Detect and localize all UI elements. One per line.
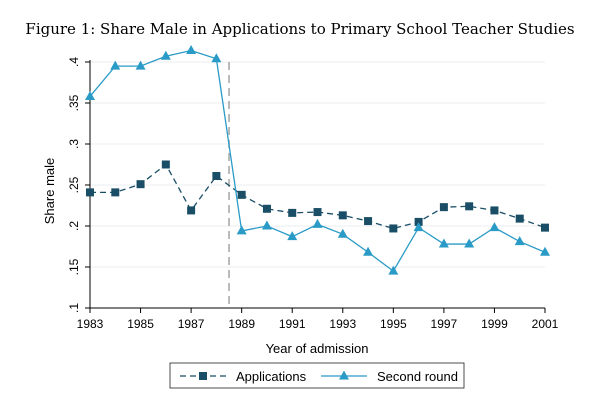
data-point [363, 246, 374, 256]
axes: .1 .15 .2 .25 .3 .35 .4 1983 1985 1987 1989 1991 199… [67, 57, 559, 331]
data-point [312, 218, 323, 228]
y-tick-label: .25 [67, 176, 81, 193]
data-point [186, 45, 197, 55]
data-point [313, 208, 322, 217]
data-point [288, 208, 297, 217]
x-tick-label: 2001 [532, 317, 559, 331]
data-point [161, 160, 170, 169]
data-point [439, 203, 448, 212]
data-point [515, 214, 524, 223]
data-point [413, 222, 424, 232]
data-point [85, 90, 95, 100]
data-point [337, 228, 348, 238]
y-tick-label: .2 [67, 221, 81, 231]
data-point [514, 236, 525, 246]
legend-label: Applications [236, 369, 307, 384]
data-point [187, 206, 196, 215]
series-group [85, 45, 550, 275]
legend-label: Second round [377, 369, 458, 384]
x-tick-label: 1995 [380, 317, 407, 331]
data-point [464, 238, 475, 248]
chart-title: Figure 1: Share Male in Applications to … [25, 20, 574, 38]
y-tick-label: .1 [67, 303, 81, 313]
data-point [211, 53, 222, 63]
data-point [135, 60, 146, 70]
x-axis-title: Year of admission [266, 341, 369, 356]
data-point [465, 202, 474, 211]
data-point [540, 246, 550, 256]
data-point [261, 220, 272, 230]
data-point [262, 204, 271, 213]
x-tick-label: 1983 [77, 317, 104, 331]
data-point [389, 224, 398, 233]
data-point [489, 222, 500, 232]
data-point [111, 188, 120, 197]
data-point [438, 238, 449, 248]
data-point [110, 60, 121, 70]
data-point [541, 223, 549, 232]
legend: Applications Second round [169, 362, 465, 389]
data-point [388, 265, 399, 275]
data-point [136, 180, 145, 189]
legend-box [169, 362, 465, 389]
data-point [287, 231, 298, 241]
data-point [237, 190, 246, 199]
legend-marker [199, 372, 207, 380]
x-tick-label: 1985 [127, 317, 154, 331]
y-tick-label: .4 [67, 57, 81, 67]
data-point [414, 217, 423, 226]
legend-marker [339, 370, 349, 380]
x-tick-label: 1999 [481, 317, 508, 331]
data-point [338, 211, 347, 220]
x-tick-label: 1993 [329, 317, 356, 331]
y-axis-title: Share male [42, 158, 57, 224]
x-tick-label: 1991 [279, 317, 306, 331]
y-tick-label: .3 [67, 139, 81, 149]
data-point [212, 171, 221, 180]
data-point [160, 50, 171, 60]
x-tick-label: 1987 [178, 317, 205, 331]
data-point [364, 217, 373, 226]
data-point [236, 225, 247, 235]
data-point [86, 188, 94, 197]
y-tick-label: .35 [67, 94, 81, 111]
y-tick-label: .15 [67, 258, 81, 275]
x-tick-label: 1997 [431, 317, 458, 331]
x-tick-label: 1989 [228, 317, 255, 331]
data-point [490, 206, 499, 215]
